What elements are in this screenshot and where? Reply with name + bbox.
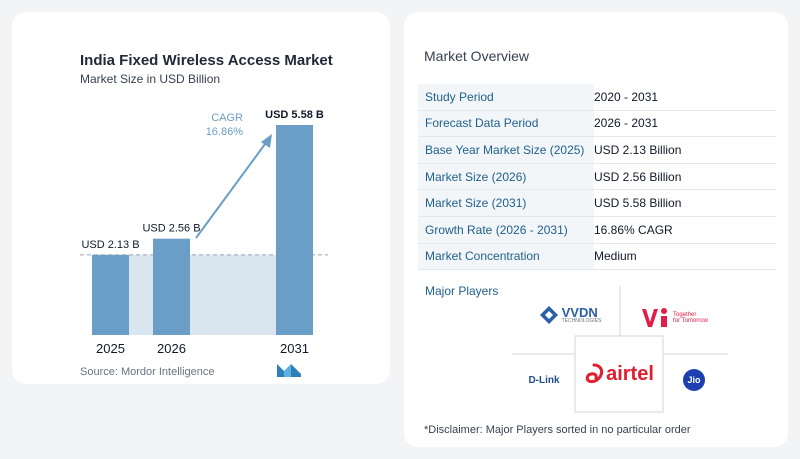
overview-row: Market Concentration Medium: [418, 243, 776, 271]
overview-value: 16.86% CAGR: [594, 222, 673, 237]
vi-logo: Together for Tomorrow: [638, 304, 710, 332]
bar-chart: USD 2.13 B 2025 USD 2.56 B 2026 USD 5.58 B 20…: [80, 109, 328, 356]
overview-label: Study Period: [418, 84, 594, 110]
overview-row: Study Period 2020 - 2031: [418, 84, 776, 111]
overview-row: Forecast Data Period 2026 - 2031: [418, 110, 776, 138]
chart-subtitle: Market Size in USD Billion: [80, 72, 221, 86]
airtel-logo: airtel: [580, 358, 658, 390]
overview-label: Forecast Data Period: [418, 110, 594, 137]
cagr-label: CAGR: [211, 112, 243, 124]
overview-row: Market Size (2031) USD 5.58 Billion: [418, 190, 776, 217]
cagr-value: 16.86%: [206, 126, 244, 138]
overview-row: Base Year Market Size (2025) USD 2.13 Bil…: [418, 137, 776, 164]
overview-row: Growth Rate (2026 - 2031) 16.86% CAGR: [418, 216, 776, 244]
data-label: USD 2.13 B: [81, 239, 139, 251]
mordor-logo-icon: [277, 364, 301, 377]
bar-2026: [153, 238, 190, 335]
overview-value: 2020 - 2031: [594, 89, 659, 104]
overview-value: USD 5.58 Billion: [594, 196, 682, 211]
vvdn-logo: VVDN TECHNOLOGIES: [530, 300, 610, 330]
overview-label: Base Year Market Size (2025): [418, 137, 594, 163]
major-players-title: Major Players: [425, 284, 499, 298]
overview-label: Market Size (2031): [418, 190, 594, 216]
source-text: Source: Mordor Intelligence: [80, 366, 215, 378]
data-label: USD 2.56 B: [142, 223, 200, 235]
vvdn-sub: TECHNOLOGIES: [561, 318, 602, 324]
overview-table: Study Period 2020 - 2031 Forecast Data Per…: [418, 84, 776, 271]
bar-2031: [276, 125, 313, 335]
overview-label: Growth Rate (2026 - 2031): [418, 216, 594, 243]
airtel-swirl-icon: [585, 363, 604, 384]
disclaimer: *Disclaimer: Major Players sorted in no …: [424, 424, 691, 436]
jio-name: Jio: [687, 375, 701, 385]
overview-title: Market Overview: [424, 48, 530, 64]
overview-value: USD 2.13 Billion: [594, 142, 682, 157]
chart-title: India Fixed Wireless Access Market: [80, 52, 333, 69]
jio-logo: Jio: [683, 369, 705, 391]
overview-value: Medium: [594, 249, 637, 264]
overview-row: Market Size (2026) USD 2.56 Billion: [418, 163, 776, 191]
vvdn-diamond-icon: [539, 306, 558, 324]
overview-value: 2026 - 2031: [594, 116, 659, 131]
x-tick-label: 2025: [96, 341, 125, 356]
bar-2025: [92, 254, 129, 335]
x-tick-label: 2031: [280, 341, 309, 356]
dlink-name: D-Link: [528, 374, 560, 386]
cagr-arrow-head: [261, 134, 272, 148]
airtel-name: airtel: [606, 362, 654, 385]
overview-value: USD 2.56 Billion: [594, 169, 682, 184]
vi-tagline-2: for Tomorrow: [673, 318, 708, 324]
overview-label: Market Concentration: [418, 243, 594, 270]
overview-label: Market Size (2026): [418, 163, 594, 190]
data-label: USD 5.58 B: [265, 109, 324, 121]
cagr-arrow-line: [195, 139, 269, 239]
dlink-logo: D-Link: [522, 372, 566, 388]
vvdn-name: VVDN: [561, 305, 598, 320]
x-tick-label: 2026: [157, 341, 186, 356]
vi-tagline-1: Together: [673, 311, 697, 318]
vi-logo-icon: [642, 308, 668, 327]
